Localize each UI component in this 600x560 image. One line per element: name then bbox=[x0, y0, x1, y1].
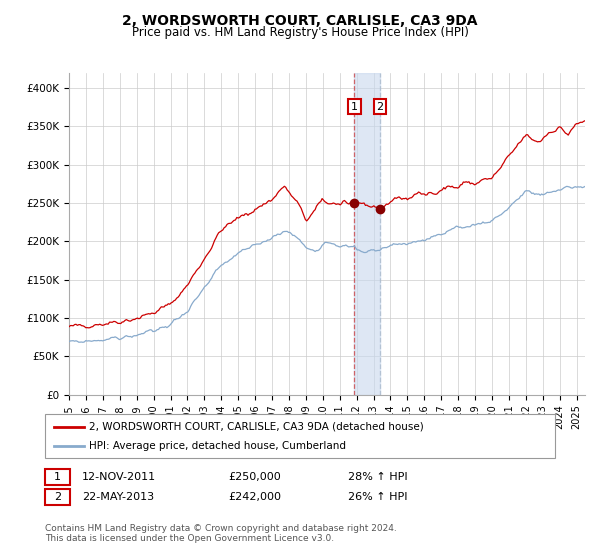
Text: Price paid vs. HM Land Registry's House Price Index (HPI): Price paid vs. HM Land Registry's House … bbox=[131, 26, 469, 39]
Text: 2, WORDSWORTH COURT, CARLISLE, CA3 9DA: 2, WORDSWORTH COURT, CARLISLE, CA3 9DA bbox=[122, 14, 478, 28]
Text: 1: 1 bbox=[54, 472, 61, 482]
Text: £250,000: £250,000 bbox=[228, 472, 281, 482]
Text: 22-MAY-2013: 22-MAY-2013 bbox=[82, 492, 154, 502]
Text: HPI: Average price, detached house, Cumberland: HPI: Average price, detached house, Cumb… bbox=[89, 441, 346, 451]
Text: 2: 2 bbox=[376, 101, 383, 111]
Text: £242,000: £242,000 bbox=[228, 492, 281, 502]
Text: 26% ↑ HPI: 26% ↑ HPI bbox=[348, 492, 407, 502]
Text: 28% ↑ HPI: 28% ↑ HPI bbox=[348, 472, 407, 482]
Text: 2: 2 bbox=[54, 492, 61, 502]
Text: 2, WORDSWORTH COURT, CARLISLE, CA3 9DA (detached house): 2, WORDSWORTH COURT, CARLISLE, CA3 9DA (… bbox=[89, 422, 424, 432]
Text: Contains HM Land Registry data © Crown copyright and database right 2024.
This d: Contains HM Land Registry data © Crown c… bbox=[45, 524, 397, 543]
Bar bbox=[355, 73, 380, 395]
Text: 12-NOV-2011: 12-NOV-2011 bbox=[82, 472, 157, 482]
Text: 1: 1 bbox=[351, 101, 358, 111]
